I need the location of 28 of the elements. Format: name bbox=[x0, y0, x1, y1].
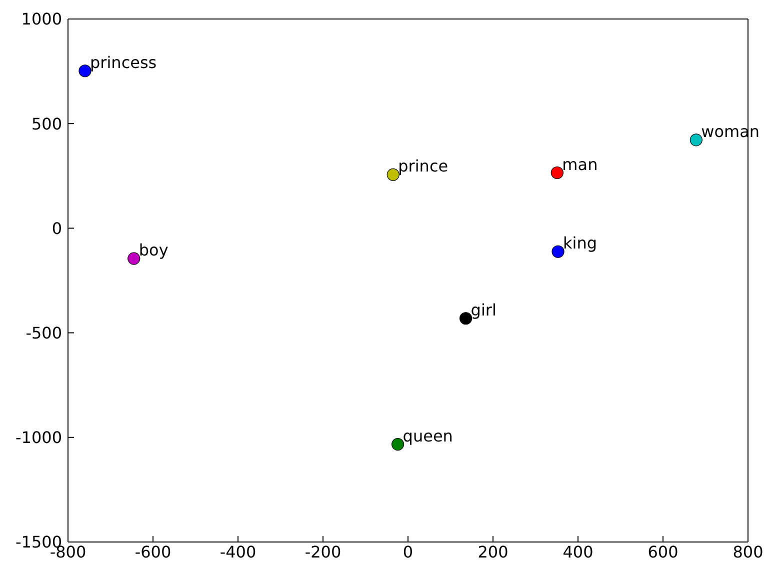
point bbox=[392, 438, 404, 451]
x-tick-label: 0 bbox=[402, 542, 414, 562]
annotation: prince bbox=[398, 156, 448, 176]
y-tick-label: 0 bbox=[52, 218, 62, 238]
point bbox=[552, 245, 564, 258]
x-tick-label: -400 bbox=[220, 542, 256, 562]
point bbox=[460, 312, 472, 325]
point bbox=[78, 64, 92, 78]
annotation: man bbox=[562, 154, 598, 174]
x-tick-label: 200 bbox=[478, 542, 508, 562]
annotation: queen bbox=[402, 426, 453, 446]
annotation: boy bbox=[138, 240, 168, 260]
y-tick-label: 1000 bbox=[21, 10, 62, 29]
annotation: princess bbox=[90, 52, 157, 72]
y-tick-label: -1000 bbox=[16, 428, 62, 448]
x-tick-label: 800 bbox=[732, 542, 764, 562]
point bbox=[550, 166, 564, 180]
y-tick-label: 500 bbox=[31, 114, 62, 134]
x-tick-label: 600 bbox=[648, 542, 678, 562]
x-tick-label: -600 bbox=[134, 542, 172, 562]
point bbox=[386, 168, 400, 181]
x-tick-label: 400 bbox=[562, 542, 594, 562]
annotation: king bbox=[563, 234, 598, 253]
x-tick-label: -200 bbox=[304, 542, 342, 562]
point bbox=[690, 134, 702, 146]
point bbox=[128, 252, 140, 265]
annotation: girl bbox=[470, 300, 496, 320]
y-tick-label: -500 bbox=[26, 323, 62, 342]
